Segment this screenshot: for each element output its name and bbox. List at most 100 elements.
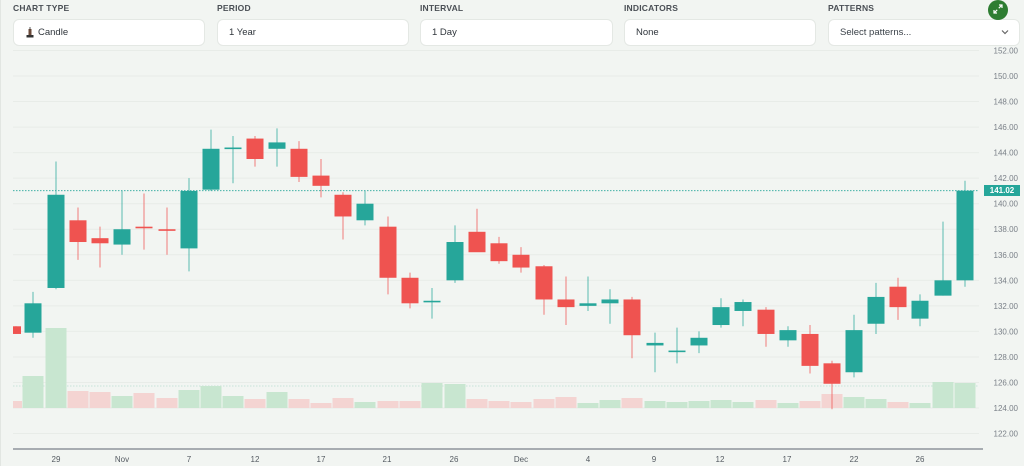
volume-bar [421,383,443,408]
candle-body[interactable] [113,229,131,245]
chart-type-select[interactable]: Candle [13,19,205,46]
x-tick-label: Nov [115,455,129,464]
x-tick-label: 17 [317,455,326,464]
candle-body[interactable] [69,220,87,243]
candle-body[interactable] [734,302,752,311]
patterns-placeholder: Select patterns... [840,27,912,38]
period-select[interactable]: 1 Year [217,19,409,46]
y-tick-label: 144.00 [994,149,1019,158]
candle-body[interactable] [446,242,464,281]
volume-bar [488,401,510,408]
candle-body[interactable] [356,203,374,221]
candle-body[interactable] [845,330,863,373]
volume-bar [13,401,22,408]
volume-bar [377,401,399,408]
candle-body[interactable] [24,303,42,333]
candle-body[interactable] [224,147,242,150]
x-tick-label: 22 [850,455,859,464]
candle-body[interactable] [312,175,330,186]
chart-type-value: Candle [38,27,69,38]
y-tick-label: 150.00 [994,72,1019,81]
candle-body[interactable] [779,330,797,341]
volume-bar [755,400,777,408]
candle-body[interactable] [646,342,664,346]
chart-type-label: CHART TYPE [13,3,70,13]
candle-body[interactable] [246,138,264,160]
x-tick-label: 17 [783,455,792,464]
candle-body[interactable] [13,326,21,334]
candle-body[interactable] [401,277,419,304]
volume-bar [666,402,688,408]
y-tick-label: 142.00 [994,174,1019,183]
candle-body[interactable] [823,363,841,384]
expand-icon [993,1,1003,19]
candle-body[interactable] [934,280,952,296]
volume-bar [266,392,288,408]
x-tick-label: 29 [52,455,61,464]
y-tick-label: 146.00 [994,123,1019,132]
volume-bar [89,392,111,408]
x-tick-label: 26 [916,455,925,464]
candle-body[interactable] [757,309,775,334]
volume-bar [111,396,133,408]
candle-body[interactable] [535,266,553,300]
candle-body[interactable] [911,300,929,319]
interval-label: INTERVAL [420,3,464,13]
chevron-down-icon [1001,28,1009,37]
candle-body[interactable] [801,333,819,366]
indicators-select[interactable]: None [624,19,816,46]
volume-bar [510,402,532,408]
candle-body[interactable] [135,226,153,229]
patterns-select[interactable]: Select patterns... [828,19,1020,46]
candle-body[interactable] [334,194,352,217]
volume-bar [288,399,310,408]
volume-bar [67,391,89,408]
x-tick-label: 9 [652,455,657,464]
candle-body[interactable] [579,303,597,306]
volume-bar [799,401,821,408]
volume-bar [222,396,244,408]
candle-body[interactable] [490,243,508,262]
candle-body[interactable] [668,350,686,353]
candle-body[interactable] [867,296,885,324]
x-tick-label: Dec [514,455,528,464]
volume-bar [932,382,954,408]
candle-body[interactable] [512,254,530,268]
candle-body[interactable] [468,231,486,253]
candle-body[interactable] [712,307,730,326]
candle-body[interactable] [47,194,65,288]
candle-body[interactable] [180,190,198,249]
candle-body[interactable] [202,148,220,190]
y-tick-label: 122.00 [994,430,1019,439]
candle-body[interactable] [91,238,109,244]
volume-bar [354,402,376,408]
period-value: 1 Year [229,27,256,38]
candle-body[interactable] [557,299,575,308]
volume-bar [133,393,155,408]
volume-bar [178,390,200,408]
volume-bar [399,401,421,408]
volume-bar [621,398,643,408]
volume-bar [732,402,754,408]
candle-body[interactable] [623,299,641,336]
y-tick-label: 130.00 [994,327,1019,336]
volume-bar [644,401,666,408]
y-tick-label: 132.00 [994,302,1019,311]
candle-body[interactable] [268,142,286,149]
volume-bar [444,384,466,408]
candle-body[interactable] [158,229,176,231]
candle-body[interactable] [889,286,907,308]
candle-body[interactable] [290,148,308,177]
expand-button[interactable] [988,0,1008,20]
volume-bar [45,328,67,408]
volume-bar [954,383,976,408]
candle-body[interactable] [690,337,708,346]
candle-body[interactable] [601,299,619,304]
candle-body[interactable] [423,300,441,303]
interval-select[interactable]: 1 Day [420,19,613,46]
volume-bar [200,386,222,408]
candle-body[interactable] [379,226,397,278]
candle-body[interactable] [956,190,974,281]
